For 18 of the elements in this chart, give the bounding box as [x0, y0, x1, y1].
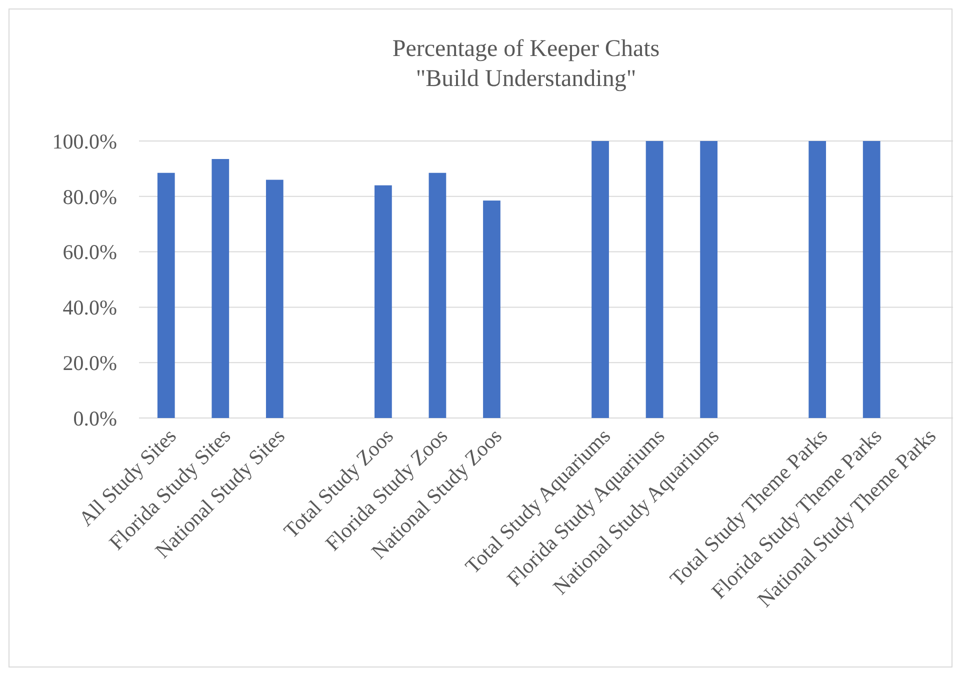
y-tick-label: 20.0%: [62, 350, 117, 375]
bar: [266, 180, 284, 418]
bar: [646, 141, 664, 418]
y-tick-label: 60.0%: [62, 240, 117, 264]
y-tick-label: 100.0%: [52, 129, 117, 154]
bar: [212, 159, 230, 418]
bar: [157, 172, 175, 418]
y-tick-label: 0.0%: [73, 406, 117, 430]
bar: [808, 141, 826, 418]
bar: [428, 172, 446, 418]
bar: [374, 185, 392, 418]
y-tick-label: 40.0%: [62, 296, 117, 320]
bar: [592, 141, 609, 418]
y-tick-label: 80.0%: [62, 184, 117, 209]
bar: [483, 200, 500, 418]
bar: [700, 141, 718, 418]
bar: [862, 141, 880, 418]
chart-title: Percentage of Keeper Chats "Build Understanding": [392, 36, 660, 92]
